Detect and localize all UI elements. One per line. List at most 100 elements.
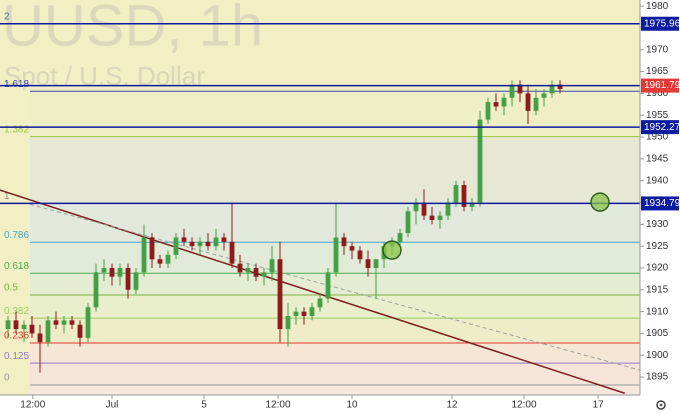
- fib-label: 0.236: [4, 331, 29, 342]
- candle-body: [317, 298, 323, 308]
- candle-body: [77, 324, 83, 338]
- candle-body: [253, 267, 259, 277]
- candle-body: [301, 311, 307, 316]
- candle-body: [237, 263, 243, 273]
- candle-body: [101, 267, 107, 273]
- candle-body: [549, 84, 555, 94]
- candle-body: [357, 250, 363, 260]
- y-tick-label: 1925: [646, 241, 669, 252]
- candle-body: [397, 233, 403, 242]
- y-tick-label: 1955: [646, 110, 669, 121]
- marker: [382, 240, 402, 260]
- watermark-subtitle: Spot / U.S. Dollar: [4, 61, 205, 91]
- candle-body: [205, 241, 211, 247]
- candle-body: [341, 237, 347, 247]
- y-tick-label: 1945: [646, 154, 669, 165]
- fib-label: 0.5: [4, 283, 18, 294]
- trendline: [29, 203, 641, 371]
- x-tick-label: 5: [201, 400, 207, 411]
- candle-body: [93, 272, 99, 308]
- x-tick-label: 12:00: [265, 400, 290, 411]
- y-tick-label: 1960: [646, 88, 669, 99]
- candle-body: [197, 241, 203, 247]
- candle-body: [557, 84, 563, 90]
- candle-body: [533, 97, 539, 111]
- candle-body: [413, 202, 419, 212]
- x-tick-label: 12:00: [20, 400, 45, 411]
- fib-label: 0: [4, 373, 10, 384]
- fib-band: [30, 343, 640, 364]
- candle-body: [189, 241, 195, 247]
- candle-body: [229, 241, 235, 264]
- candle-body: [501, 97, 507, 107]
- price-label-box: [641, 78, 679, 93]
- candle-body: [461, 185, 467, 207]
- candle-body: [333, 237, 339, 273]
- y-tick-label: 1930: [646, 219, 669, 230]
- candle-body: [181, 237, 187, 242]
- candle-body: [149, 237, 155, 260]
- candle-body: [477, 119, 483, 203]
- candle-body: [453, 185, 459, 203]
- y-tick-label: 1970: [646, 44, 669, 55]
- y-tick-label: 1920: [646, 263, 669, 274]
- fib-band: [30, 273, 640, 296]
- watermark-title: UUSD, 1h: [2, 0, 263, 58]
- candle-body: [373, 259, 379, 268]
- candle-body: [493, 102, 499, 107]
- fib-band: [30, 295, 640, 319]
- x-tick-label: 17: [592, 400, 604, 411]
- candle-body: [53, 320, 59, 325]
- candle-body: [165, 254, 171, 264]
- candle-body: [13, 320, 19, 330]
- candle-body: [269, 259, 275, 273]
- price-label: 1975.96: [644, 18, 680, 29]
- fib-label: 0.382: [4, 306, 29, 317]
- candle-body: [5, 320, 11, 330]
- price-label: 1952.27: [644, 122, 680, 133]
- y-tick-label: 1910: [646, 306, 669, 317]
- candle-body: [69, 320, 75, 325]
- y-tick-label: 1895: [646, 372, 669, 383]
- candle-body: [437, 215, 443, 220]
- fib-band: [30, 384, 640, 395]
- settings-center[interactable]: [659, 403, 663, 407]
- price-label-box: [641, 196, 679, 211]
- plot-layer: 2 1.618 1.382 1 0.786 0.618 0.5 0.382 0.236 0.125…: [0, 11, 641, 394]
- candle-body: [221, 237, 227, 242]
- candle-body: [525, 93, 531, 111]
- candle-body: [445, 202, 451, 216]
- candle-body: [277, 259, 283, 330]
- fib-band: [30, 203, 640, 243]
- candle-body: [509, 84, 515, 98]
- candle-body: [309, 307, 315, 316]
- fib-label: 1.382: [4, 124, 29, 135]
- x-tick-label: 12: [446, 400, 458, 411]
- fib-band: [30, 23, 640, 92]
- candle-body: [517, 84, 523, 94]
- candle-body: [213, 237, 219, 247]
- candle-body: [349, 246, 355, 251]
- y-tick-label: 1950: [646, 132, 669, 143]
- fib-label: 1: [4, 191, 10, 202]
- settings-gear[interactable]: [656, 400, 666, 410]
- x-tick-label: Jul: [106, 400, 119, 411]
- candle-body: [429, 215, 435, 220]
- candle-body: [285, 316, 291, 330]
- candle-body: [61, 320, 67, 325]
- candle-body: [365, 259, 371, 268]
- y-tick-label: 1940: [646, 175, 669, 186]
- candle-body: [421, 202, 427, 216]
- candle-body: [293, 311, 299, 316]
- candle-body: [125, 267, 131, 290]
- fib-band: [30, 136, 640, 204]
- price-label-box: [641, 120, 679, 135]
- candle-body: [133, 272, 139, 290]
- candle-body: [85, 307, 91, 338]
- settings-icon[interactable]: [656, 400, 666, 410]
- y-tick-label: 1915: [646, 284, 669, 295]
- candle-body: [29, 324, 35, 334]
- fib-band: [30, 363, 640, 385]
- price-label-box: [641, 16, 679, 31]
